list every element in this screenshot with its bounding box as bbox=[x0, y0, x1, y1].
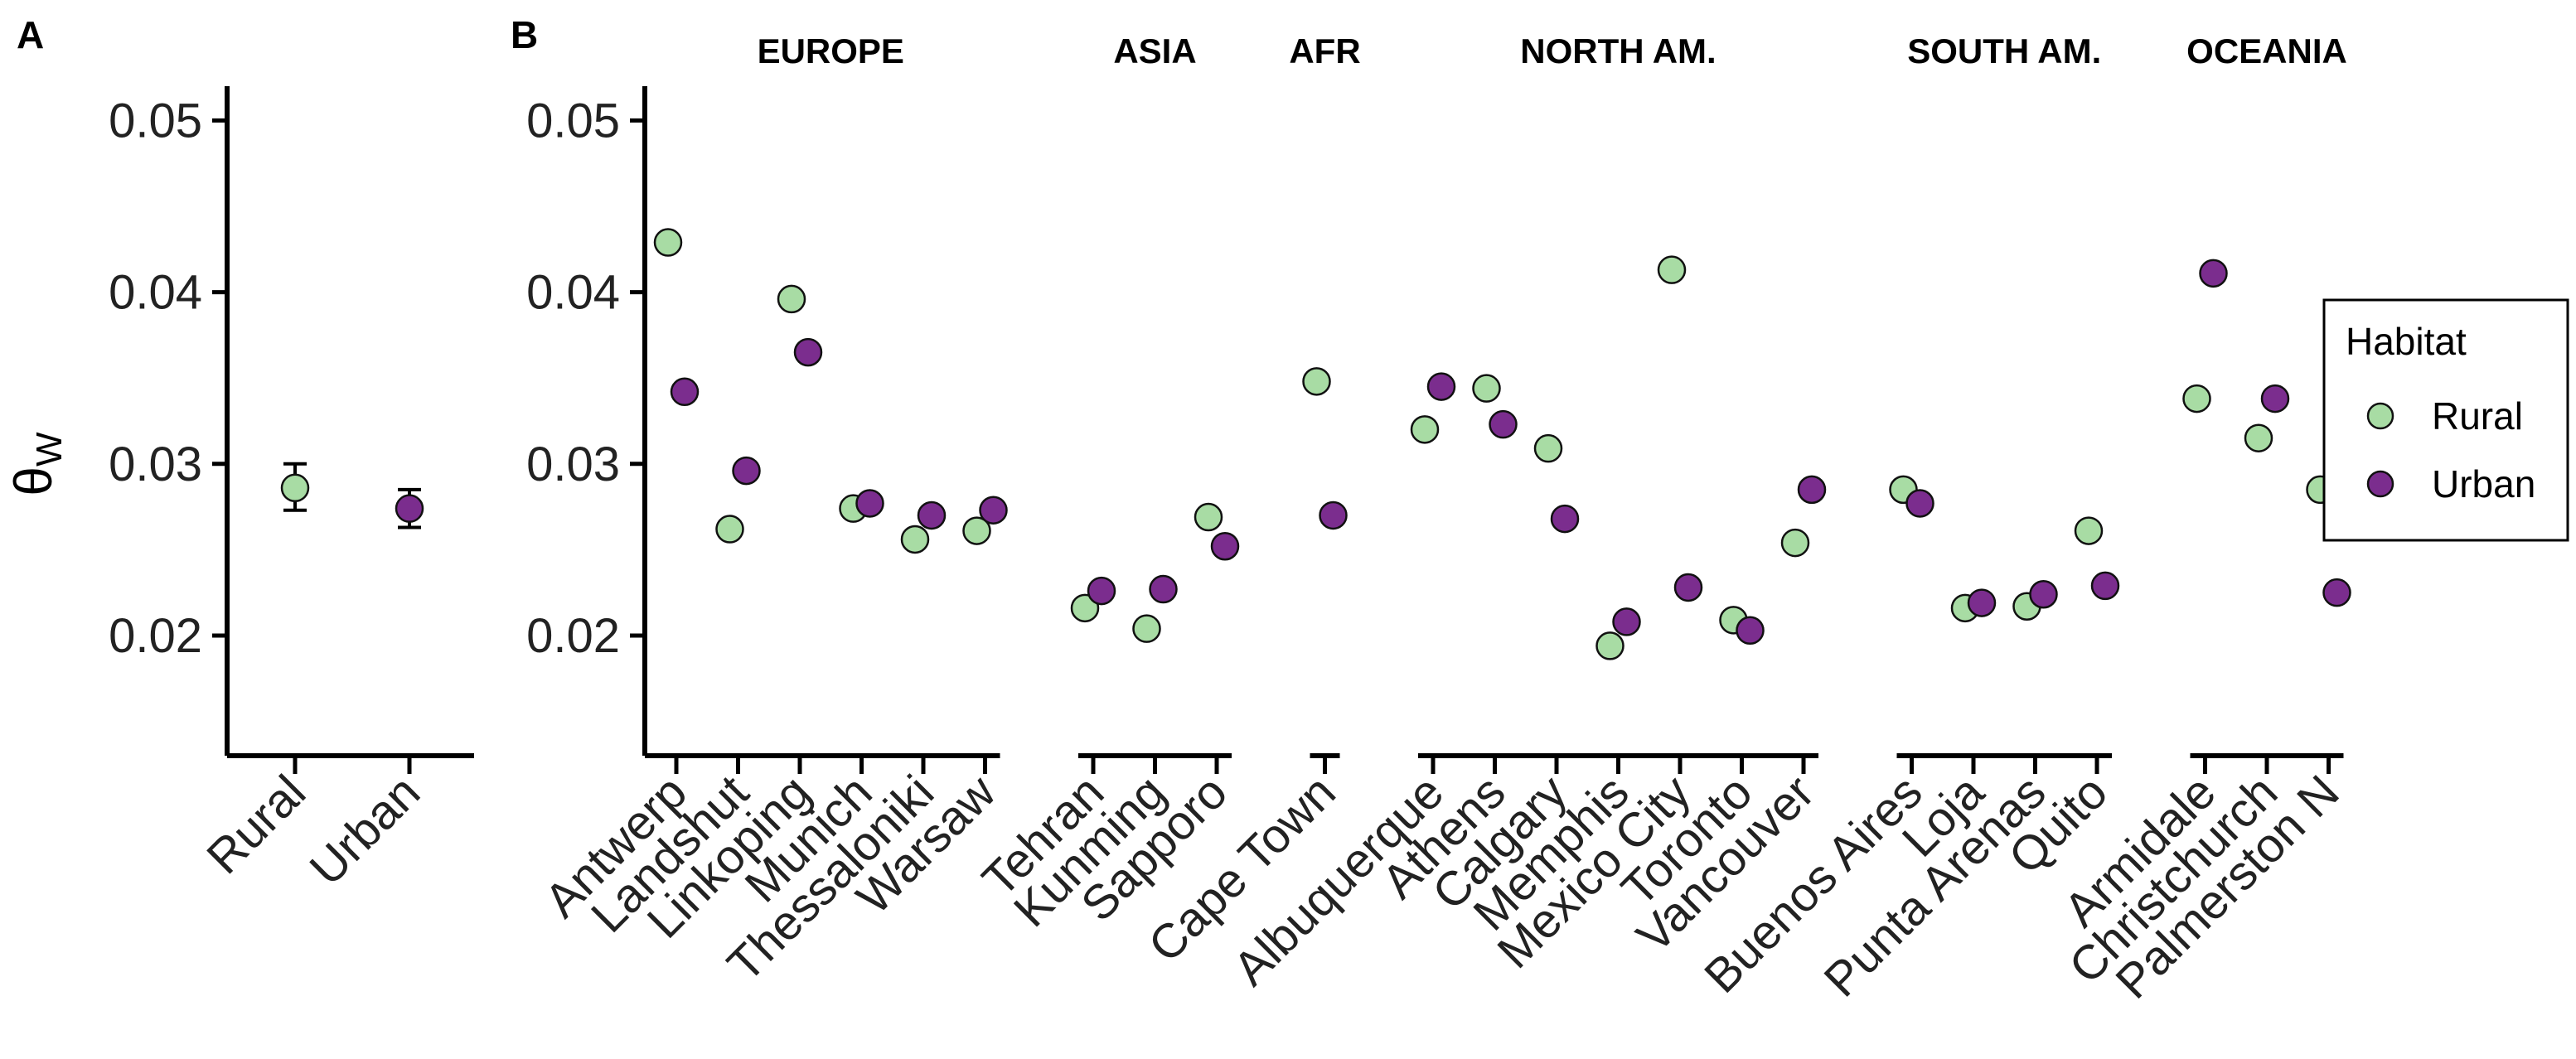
panel-b-y-tick-label-0-04: 0.04 bbox=[526, 266, 620, 320]
legend-box bbox=[2322, 298, 2569, 542]
panel-a-point-urban bbox=[395, 494, 424, 523]
panel-b-y-tick-label-0-05: 0.05 bbox=[526, 94, 620, 147]
panel-a-x-tick-label-rural: Rural bbox=[196, 765, 316, 884]
panel-b-point-rural-quito bbox=[2074, 516, 2104, 545]
panel-b-y-tick-label-0-03: 0.03 bbox=[526, 438, 620, 491]
panel-b-group-label-south-am: SOUTH AM. bbox=[1907, 31, 2101, 70]
panel-b-point-urban-quito bbox=[2090, 571, 2120, 601]
panel-b: 0.020.030.040.05AntwerpLandshutLinkoping… bbox=[526, 31, 2351, 1009]
panel-b-point-urban-memphis bbox=[1612, 607, 1641, 636]
panel-b-point-urban-munich bbox=[855, 489, 884, 518]
panel-a-x-tick-label-urban: Urban bbox=[300, 765, 431, 896]
panel-label-a: A bbox=[17, 13, 44, 56]
legend-label-rural: Rural bbox=[2432, 394, 2523, 438]
panel-a-marks bbox=[280, 462, 424, 530]
panel-b-point-rural-armidale bbox=[2182, 384, 2211, 413]
panel-b-group-label-north-am: NORTH AM. bbox=[1520, 31, 1716, 70]
panel-b-point-rural-cape-town bbox=[1302, 367, 1331, 396]
panel-b-point-urban-albuquerque bbox=[1426, 372, 1456, 401]
panel-b-point-rural-linkoping bbox=[777, 284, 806, 314]
legend-swatch-rural bbox=[2366, 402, 2394, 430]
panel-a-point-rural bbox=[280, 473, 310, 503]
panel-b-point-urban-vancouver bbox=[1797, 475, 1827, 505]
panel-b-point-rural-calgary bbox=[1533, 433, 1563, 463]
panel-b-group-label-afr: AFR bbox=[1289, 31, 1360, 70]
panel-b-point-urban-warsaw bbox=[979, 496, 1008, 525]
panel-b-group-label-europe: EUROPE bbox=[758, 31, 904, 70]
panel-b-point-urban-loja bbox=[1967, 588, 1997, 617]
panel-b-point-rural-landshut bbox=[715, 515, 744, 544]
panel-b-point-urban-kunming bbox=[1149, 574, 1178, 604]
legend-swatch-urban bbox=[2366, 470, 2394, 498]
panel-b-point-rural-memphis bbox=[1595, 631, 1625, 660]
panel-b-point-urban-palmerston-n bbox=[2322, 578, 2351, 607]
panel-b-point-urban-buenos-aires bbox=[1905, 489, 1934, 518]
panel-b-marks bbox=[653, 228, 2351, 660]
panel-b-group-label-oceania: OCEANIA bbox=[2186, 31, 2347, 70]
panel-b-y-tick-label-0-02: 0.02 bbox=[526, 609, 620, 663]
panel-b-point-rural-mexico-city bbox=[1657, 255, 1687, 284]
panel-b-point-urban-athens bbox=[1489, 409, 1518, 439]
y-axis-title: θW bbox=[3, 432, 70, 496]
panel-b-point-rural-vancouver bbox=[1780, 528, 1810, 558]
panel-b-point-rural-antwerp bbox=[653, 228, 683, 257]
panel-b-point-urban-armidale bbox=[2199, 259, 2228, 288]
legend-title: Habitat bbox=[2346, 320, 2467, 363]
panel-b-group-label-asia: ASIA bbox=[1113, 31, 1196, 70]
panel-b-point-urban-punta-arenas bbox=[2029, 580, 2058, 609]
panel-a-y-tick-label-0-05: 0.05 bbox=[109, 94, 202, 147]
panel-b-point-rural-christchurch bbox=[2244, 423, 2273, 452]
panel-b-point-urban-antwerp bbox=[670, 377, 700, 407]
panel-b-point-urban-linkoping bbox=[793, 337, 823, 367]
panel-b-point-urban-calgary bbox=[1550, 504, 1580, 534]
panel-label-b: B bbox=[511, 13, 538, 56]
panel-b-point-urban-sapporo bbox=[1210, 531, 1240, 561]
panel-b-point-rural-albuquerque bbox=[1410, 415, 1440, 444]
panel-b-point-urban-tehran bbox=[1087, 576, 1116, 606]
panel-b-point-rural-tehran bbox=[1070, 593, 1100, 623]
legend-label-urban: Urban bbox=[2432, 462, 2535, 505]
panel-a-y-tick-label-0-02: 0.02 bbox=[109, 609, 202, 663]
panel-b-point-urban-toronto bbox=[1736, 616, 1765, 646]
panel-b-point-rural-thessaloniki bbox=[900, 525, 930, 554]
panel-b-point-urban-thessaloniki bbox=[917, 500, 947, 530]
panel-b-point-urban-landshut bbox=[732, 456, 761, 486]
panel-b-point-urban-cape-town bbox=[1319, 500, 1348, 530]
panel-b-axes: 0.020.030.040.05AntwerpLandshutLinkoping… bbox=[526, 31, 2350, 1009]
panel-b-point-urban-christchurch bbox=[2260, 384, 2290, 413]
legend: Habitat Rural Urban bbox=[2322, 298, 2569, 542]
panel-b-point-rural-sapporo bbox=[1194, 502, 1223, 532]
panel-b-point-urban-mexico-city bbox=[1673, 573, 1703, 602]
panel-b-point-rural-warsaw bbox=[962, 516, 991, 545]
panel-a-y-tick-label-0-03: 0.03 bbox=[109, 438, 202, 491]
panel-b-point-rural-kunming bbox=[1132, 614, 1161, 643]
panel-a-y-tick-label-0-04: 0.04 bbox=[109, 266, 202, 320]
panel-b-point-rural-athens bbox=[1472, 374, 1501, 403]
y-axis-title-main: θ bbox=[3, 467, 63, 496]
y-axis-title-subscript: W bbox=[29, 432, 70, 467]
